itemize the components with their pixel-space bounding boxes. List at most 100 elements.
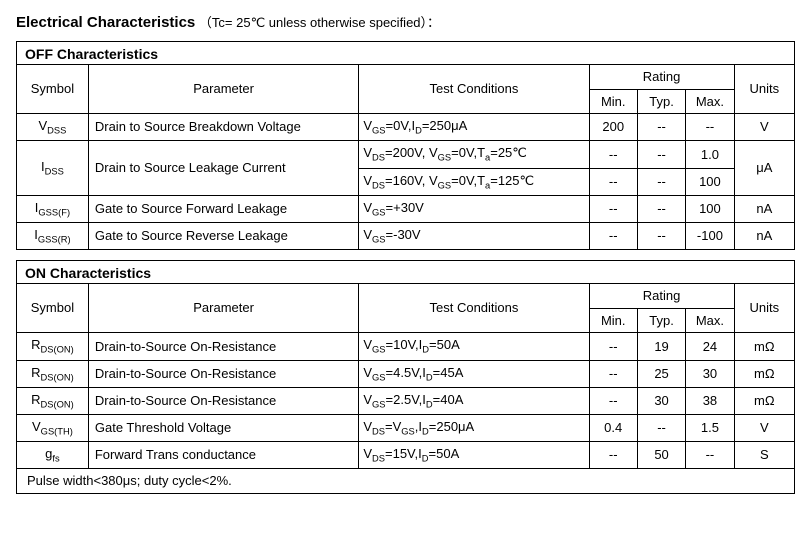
cell-typ: -- [637, 141, 685, 168]
cell-parameter: Drain-to-Source On-Resistance [88, 360, 358, 387]
cell-symbol: gfs [17, 442, 88, 469]
cell-conditions: VGS=0V,ID=250μA [359, 114, 589, 141]
off-table: Symbol Parameter Test Conditions Rating … [17, 64, 794, 249]
cell-symbol: RDS(ON) [17, 333, 88, 360]
hdr-symbol: Symbol [17, 65, 88, 114]
off-characteristics-box: OFF Characteristics Symbol Parameter Tes… [16, 41, 795, 250]
cell-conditions: VGS=+30V [359, 195, 589, 222]
cell-typ: -- [637, 114, 685, 141]
page-header: Electrical Characteristics （Tc= 25℃ unle… [16, 12, 795, 31]
cell-conditions: VDS=VGS,ID=250μA [359, 414, 589, 441]
cell-symbol: IDSS [17, 141, 88, 195]
cell-typ: -- [637, 168, 685, 195]
hdr-min: Min. [589, 308, 637, 333]
on-table: Symbol Parameter Test Conditions Rating … [17, 283, 794, 493]
cell-parameter: Drain-to-Source On-Resistance [88, 333, 358, 360]
on-section-title: ON Characteristics [17, 261, 794, 283]
cell-conditions: VGS=4.5V,ID=45A [359, 360, 589, 387]
cell-min: -- [589, 222, 637, 249]
hdr-max: Max. [686, 308, 734, 333]
cell-min: -- [589, 333, 637, 360]
off-section-title: OFF Characteristics [17, 42, 794, 64]
cell-conditions: VGS=2.5V,ID=40A [359, 387, 589, 414]
cell-min: -- [589, 195, 637, 222]
cell-typ: -- [637, 222, 685, 249]
off-table-body: VDSSDrain to Source Breakdown VoltageVGS… [17, 114, 794, 250]
cell-parameter: Drain-to-Source On-Resistance [88, 387, 358, 414]
cell-symbol: VGS(TH) [17, 414, 88, 441]
hdr-units: Units [734, 65, 794, 114]
cell-min: -- [589, 360, 637, 387]
hdr-symbol: Symbol [17, 284, 88, 333]
off-table-head: Symbol Parameter Test Conditions Rating … [17, 65, 794, 114]
cell-conditions: VGS=-30V [359, 222, 589, 249]
cell-min: -- [589, 387, 637, 414]
table-row: IDSSDrain to Source Leakage CurrentVDS=2… [17, 141, 794, 168]
footnote-row: Pulse width<380μs; duty cycle<2%. [17, 469, 794, 493]
cell-units: mΩ [734, 387, 794, 414]
hdr-conditions: Test Conditions [359, 284, 589, 333]
on-table-body: RDS(ON)Drain-to-Source On-ResistanceVGS=… [17, 333, 794, 493]
cell-conditions: VDS=200V, VGS=0V,Ta=25℃ [359, 141, 589, 168]
cell-typ: 30 [637, 387, 685, 414]
cell-units: mΩ [734, 360, 794, 387]
cell-min: 0.4 [589, 414, 637, 441]
cell-parameter: Gate to Source Reverse Leakage [88, 222, 358, 249]
cell-min: -- [589, 141, 637, 168]
cell-max: 100 [686, 195, 734, 222]
cell-max: 24 [686, 333, 734, 360]
table-row: IGSS(F)Gate to Source Forward LeakageVGS… [17, 195, 794, 222]
cell-typ: 19 [637, 333, 685, 360]
hdr-rating: Rating [589, 65, 734, 90]
cell-max: 100 [686, 168, 734, 195]
cell-conditions: VDS=160V, VGS=0V,Ta=125℃ [359, 168, 589, 195]
hdr-max: Max. [686, 89, 734, 114]
cell-units: V [734, 414, 794, 441]
cell-min: -- [589, 168, 637, 195]
on-table-head: Symbol Parameter Test Conditions Rating … [17, 284, 794, 333]
cell-typ: -- [637, 414, 685, 441]
hdr-typ: Typ. [637, 89, 685, 114]
cell-typ: -- [637, 195, 685, 222]
hdr-parameter: Parameter [88, 284, 358, 333]
cell-min: 200 [589, 114, 637, 141]
cell-parameter: Drain to Source Leakage Current [88, 141, 358, 195]
cell-conditions: VGS=10V,ID=50A [359, 333, 589, 360]
hdr-parameter: Parameter [88, 65, 358, 114]
cell-max: 1.0 [686, 141, 734, 168]
cell-max: 38 [686, 387, 734, 414]
cell-max: -- [686, 114, 734, 141]
cell-units: nA [734, 222, 794, 249]
hdr-rating: Rating [589, 284, 734, 309]
hdr-units: Units [734, 284, 794, 333]
table-row: VDSSDrain to Source Breakdown VoltageVGS… [17, 114, 794, 141]
cell-parameter: Forward Trans conductance [88, 442, 358, 469]
footnote-text: Pulse width<380μs; duty cycle<2%. [17, 469, 794, 493]
cell-max: -100 [686, 222, 734, 249]
table-row: RDS(ON)Drain-to-Source On-ResistanceVGS=… [17, 387, 794, 414]
cell-symbol: IGSS(F) [17, 195, 88, 222]
cell-units: nA [734, 195, 794, 222]
cell-conditions: VDS=15V,ID=50A [359, 442, 589, 469]
cell-symbol: IGSS(R) [17, 222, 88, 249]
hdr-typ: Typ. [637, 308, 685, 333]
cell-min: -- [589, 442, 637, 469]
hdr-min: Min. [589, 89, 637, 114]
cell-units: S [734, 442, 794, 469]
cell-symbol: RDS(ON) [17, 387, 88, 414]
cell-units: μA [734, 141, 794, 195]
cell-parameter: Drain to Source Breakdown Voltage [88, 114, 358, 141]
hdr-conditions: Test Conditions [359, 65, 589, 114]
cell-symbol: VDSS [17, 114, 88, 141]
cell-units: mΩ [734, 333, 794, 360]
on-characteristics-box: ON Characteristics Symbol Parameter Test… [16, 260, 795, 494]
cell-symbol: RDS(ON) [17, 360, 88, 387]
page-title: Electrical Characteristics [16, 14, 195, 31]
table-row: RDS(ON)Drain-to-Source On-ResistanceVGS=… [17, 333, 794, 360]
table-row: RDS(ON)Drain-to-Source On-ResistanceVGS=… [17, 360, 794, 387]
cell-typ: 50 [637, 442, 685, 469]
cell-max: -- [686, 442, 734, 469]
page-subtitle: （Tc= 25℃ unless otherwise specified）： [199, 15, 440, 30]
cell-parameter: Gate Threshold Voltage [88, 414, 358, 441]
cell-units: V [734, 114, 794, 141]
